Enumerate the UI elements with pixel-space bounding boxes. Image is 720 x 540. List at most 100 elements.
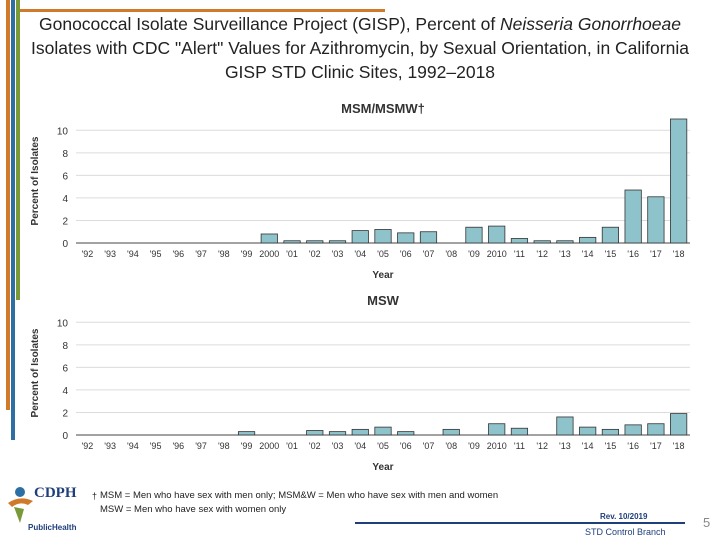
x-tick-label: 2000	[259, 441, 279, 451]
x-tick-label: '02	[309, 249, 321, 259]
x-tick-label: '97	[195, 249, 207, 259]
x-tick-label: '06	[400, 441, 412, 451]
y-axis-label: Percent of Isolates	[30, 136, 41, 225]
x-tick-label: '06	[400, 249, 412, 259]
bar	[601, 226, 619, 244]
bar	[670, 413, 688, 436]
chart-msm: MSM/MSMW† 0 2 4 6 8 10 Percent of Isolates '92 '9…	[30, 101, 690, 281]
y-tick-label: 10	[57, 126, 69, 137]
x-tick-label: '93	[104, 249, 116, 259]
x-tick-label: '07	[423, 249, 435, 259]
x-tick-label: '18	[673, 249, 685, 259]
y-tick-label: 10	[57, 318, 69, 329]
x-tick-label: '02	[309, 441, 321, 451]
x-tick-label: '94	[127, 441, 139, 451]
y-tick-label: 2	[62, 408, 68, 419]
cdph-figure-icon	[8, 487, 33, 523]
x-tick-label: '14	[582, 249, 594, 259]
x-tick-label: '16	[627, 441, 639, 451]
y-tick-label: 4	[62, 194, 68, 205]
x-tick-label: '08	[445, 441, 457, 451]
x-tick-label: '15	[605, 249, 617, 259]
x-tick-label: '09	[468, 441, 480, 451]
y-tick-label: 6	[62, 363, 68, 374]
cdph-logo: CDPH PublicHealth	[6, 485, 77, 537]
title-italic: Neisseria Gonorrhoeae	[500, 14, 681, 34]
bar	[465, 226, 483, 244]
bar	[510, 427, 529, 436]
x-tick-label: '12	[536, 249, 548, 259]
x-tick-label: 2010	[487, 249, 507, 259]
x-axis-label: Year	[372, 270, 393, 281]
x-tick-label: '97	[195, 441, 207, 451]
bar	[510, 238, 529, 244]
bar	[419, 231, 438, 244]
x-tick-label: '11	[514, 249, 525, 259]
chart-title: MSW	[367, 293, 400, 308]
bar	[647, 423, 665, 436]
bar	[374, 229, 392, 244]
x-tick-label: '12	[536, 441, 548, 451]
x-tick-label: '95	[150, 441, 162, 451]
revision-date: Rev. 10/2019	[600, 512, 648, 521]
bar	[670, 118, 688, 244]
x-tick-label: '09	[468, 249, 480, 259]
y-tick-label: 8	[62, 341, 68, 352]
page-number: 5	[703, 515, 711, 530]
bar	[624, 189, 642, 244]
bar	[601, 428, 619, 436]
y-tick-label: 2	[62, 216, 68, 227]
bar	[351, 428, 369, 436]
bar	[556, 240, 574, 244]
x-tick-label: '16	[627, 249, 639, 259]
bar	[328, 240, 347, 244]
x-axis-label: Year	[372, 462, 393, 473]
bar	[260, 233, 278, 244]
logo-subtitle: PublicHealth	[28, 523, 77, 532]
bar	[488, 423, 506, 436]
bar	[579, 426, 597, 436]
chart-title: MSM/MSMW†	[341, 101, 425, 116]
x-tick-label: '96	[172, 441, 184, 451]
y-tick-label: 8	[62, 149, 68, 160]
title-post: Isolates with CDC "Alert" Values for Azi…	[31, 38, 689, 82]
x-tick-label: '92	[82, 249, 94, 259]
bottom-rule	[355, 522, 685, 524]
bar	[283, 240, 301, 244]
y-tick-label: 0	[62, 431, 68, 442]
bar	[442, 428, 460, 436]
x-tick-label: '17	[650, 249, 662, 259]
bar	[306, 430, 324, 436]
bar	[374, 426, 392, 436]
bar	[488, 225, 506, 244]
x-tick-label: '17	[650, 441, 662, 451]
branch-name: STD Control Branch	[585, 527, 666, 537]
bar	[579, 236, 597, 244]
footnote-dagger: †	[92, 491, 98, 501]
x-tick-label: '04	[354, 249, 366, 259]
x-tick-label: '99	[241, 249, 253, 259]
x-tick-label: '98	[218, 441, 230, 451]
bar	[328, 431, 347, 436]
bar	[306, 240, 324, 244]
footnote-line-1: MSM = Men who have sex with men only; MS…	[100, 490, 499, 501]
bar	[397, 232, 415, 244]
x-tick-label: '93	[104, 441, 116, 451]
chart-msw: MSW 0 2 4 6 8 10 Percent of Isolates '92 '93 '94 '9…	[30, 293, 690, 473]
top-rule	[20, 9, 385, 12]
x-tick-label: '01	[286, 441, 298, 451]
x-tick-label: '92	[82, 441, 94, 451]
y-tick-label: 0	[62, 239, 68, 250]
x-tick-label: '96	[172, 249, 184, 259]
footnote-line-2: MSW = Men who have sex with women only	[100, 504, 287, 515]
slide-title: Gonococcal Isolate Surveillance Project …	[30, 12, 690, 84]
x-tick-label: '98	[218, 249, 230, 259]
x-tick-label: '94	[127, 249, 139, 259]
y-axis-label: Percent of Isolates	[30, 328, 41, 417]
bar	[351, 230, 369, 244]
x-tick-label: '99	[241, 441, 253, 451]
x-tick-label: '14	[582, 441, 594, 451]
y-tick-label: 6	[62, 171, 68, 182]
x-tick-label: '05	[377, 249, 389, 259]
y-tick-label: 4	[62, 386, 68, 397]
